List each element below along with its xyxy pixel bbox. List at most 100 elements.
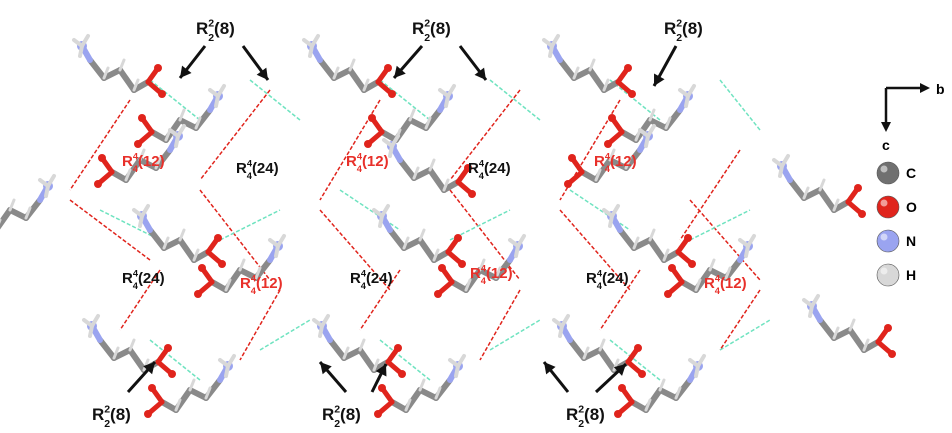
hydrogen-bond (69, 99, 131, 191)
hydrogen-bond-stick (444, 94, 450, 108)
graph-set-label: R2 2(8) (196, 17, 235, 43)
molecule (664, 234, 756, 298)
bond (587, 67, 607, 93)
ch-hydrogen (204, 386, 212, 400)
bond (109, 169, 129, 183)
graph-set-superscript: 2 (334, 403, 340, 415)
graph-set-label: R2 2(8) (664, 17, 703, 43)
ch-hydrogen (434, 386, 442, 400)
hydrogen-bond (219, 209, 281, 241)
bond (679, 279, 699, 293)
oxygen-atom (364, 140, 372, 148)
legend-swatch (876, 161, 900, 185)
graph-set-superscript: 4 (481, 263, 487, 273)
ch-hydrogen (178, 108, 186, 122)
molecule (94, 124, 186, 188)
graph-set-letter: R (196, 19, 208, 38)
ch-hydrogen (132, 78, 140, 92)
ch-hydrogen (342, 346, 350, 360)
axis-indicator: bc (881, 81, 945, 153)
bond (127, 347, 147, 373)
molecule (364, 84, 456, 148)
ch-hydrogen (418, 378, 426, 392)
oxygen-atom (624, 64, 632, 72)
hydrogen-bond (199, 89, 271, 181)
molecule (134, 84, 226, 148)
ch-hydrogen (494, 266, 502, 280)
hydrogen-bond (489, 319, 541, 351)
hydrogen-bond (719, 289, 761, 351)
graph-set-label: R4 4(12) (594, 151, 637, 174)
hydrogen-bond (479, 289, 521, 361)
graph-set-subscript: 4 (605, 164, 611, 174)
graph-set-ring-size: (12) (486, 265, 513, 282)
motif-arrows (126, 45, 678, 394)
molecule-layer (0, 34, 896, 418)
oxygen-atom (854, 184, 862, 192)
ch-hydrogen (802, 186, 810, 200)
graph-set-letter: R (566, 405, 578, 424)
ch-hydrogen (118, 58, 126, 72)
graph-set-letter: R (92, 405, 104, 424)
graph-set-subscript: 4 (597, 281, 603, 291)
oxygen-atom (568, 154, 576, 162)
graph-set-label: R4 4(12) (122, 151, 165, 174)
hydrogen-bond (249, 79, 301, 121)
graph-set-superscript: 4 (247, 158, 253, 168)
arrow-head (180, 65, 192, 78)
arrow-head (256, 67, 268, 80)
graph-set-ring-size: (12) (138, 153, 165, 170)
hydrogen-bond (379, 339, 431, 381)
molecule (382, 134, 476, 198)
ch-hydrogen (602, 78, 610, 92)
legend-label: N (906, 233, 916, 249)
ch-hydrogen (112, 346, 120, 360)
bond (361, 79, 381, 93)
graph-set-letter: R (586, 270, 597, 287)
ch-hydrogen (138, 148, 146, 162)
hydrogen-bond (449, 89, 521, 181)
ch-hydrogen (162, 236, 170, 250)
ch-hydrogen (154, 156, 162, 170)
arrow-head (394, 65, 406, 78)
motif-arrow (126, 360, 157, 394)
ch-hydrogen (178, 228, 186, 242)
bond (597, 347, 617, 373)
bond (861, 339, 881, 353)
ch-hydrogen (644, 398, 652, 412)
oxygen-atom (168, 370, 176, 378)
oxygen-atom (218, 260, 226, 268)
oxygen-atom (158, 90, 166, 98)
hydrogen-bond (719, 79, 761, 131)
ch-hydrogen (862, 338, 870, 352)
graph-set-letter: R (240, 275, 251, 292)
oxygen-atom (214, 234, 222, 242)
legend-label: O (906, 199, 917, 215)
graph-set-label: R4 4(24) (350, 268, 393, 291)
graph-set-superscript: 2 (578, 403, 584, 415)
bond (617, 227, 637, 251)
ch-hydrogen (572, 66, 580, 80)
hydrogen-bond-stick (308, 44, 314, 58)
oxygen-atom (618, 384, 626, 392)
ch-hydrogen (608, 148, 616, 162)
graph-set-letter: R (470, 265, 481, 282)
hydrogen-bond-stick (548, 44, 554, 58)
hydrogen-bond (719, 319, 771, 351)
graph-set-superscript: 4 (133, 268, 139, 278)
ch-hydrogen (588, 58, 596, 72)
molecule (602, 204, 696, 268)
ch-hydrogen (442, 178, 450, 192)
ch-hydrogen (582, 346, 590, 360)
oxygen-atom (378, 384, 386, 392)
ch-hydrogen (408, 108, 416, 122)
legend-label: H (906, 267, 916, 283)
molecule (312, 314, 406, 378)
bond (431, 249, 451, 263)
graph-set-ring-size: (24) (252, 160, 279, 177)
bond (647, 237, 667, 263)
graph-set-letter: R (468, 160, 479, 177)
motif-labels: R2 2(8) R2 2(8) R2 2(8)R2 2(8) R2 2(8) R2 2(8)R4 4(… (92, 17, 747, 429)
oxygen-atom (458, 260, 466, 268)
oxygen-atom (858, 210, 866, 218)
